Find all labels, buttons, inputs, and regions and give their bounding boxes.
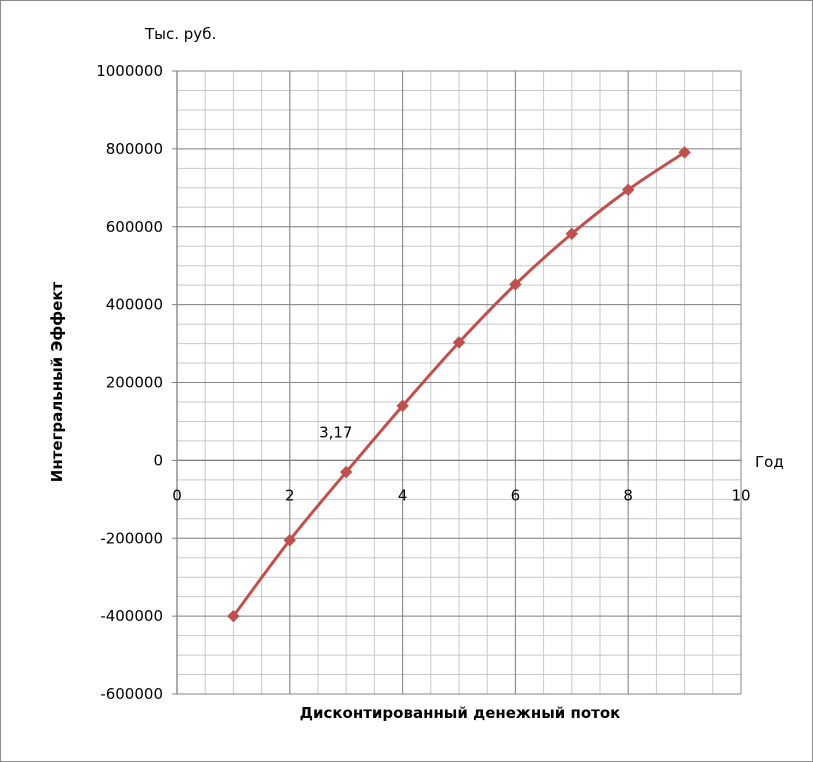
data-point-marker xyxy=(678,146,691,159)
data-point-marker xyxy=(565,227,579,241)
axes xyxy=(172,70,742,695)
y-unit-label: Тыс. руб. xyxy=(144,25,216,43)
data-point-marker xyxy=(396,399,409,413)
data-point-marker xyxy=(509,278,522,291)
x-axis-title: Дисконтированный денежный поток xyxy=(300,704,621,722)
labels-group: 3,17 xyxy=(319,423,352,441)
y-tick-label: -400000 xyxy=(100,607,163,625)
x-tick-label: 0 xyxy=(172,486,182,504)
x-tick-label: 10 xyxy=(731,486,750,504)
data-point-marker xyxy=(283,533,297,547)
y-tick-label: 200000 xyxy=(106,374,163,392)
x-tick-label: 6 xyxy=(511,486,521,504)
series-line xyxy=(232,151,686,618)
y-tick-label: 800000 xyxy=(106,140,163,158)
y-tick-label: -600000 xyxy=(100,685,163,703)
y-tick-label: 0 xyxy=(153,451,163,469)
annotation-label: 3,17 xyxy=(319,423,352,441)
data-point-marker xyxy=(452,336,466,349)
y-tick-label: -200000 xyxy=(100,529,163,547)
x-tick-label: 4 xyxy=(398,486,408,504)
y-tick-label: 400000 xyxy=(106,296,163,314)
data-point-marker xyxy=(339,465,353,479)
y-tick-label: 600000 xyxy=(106,218,163,236)
data-point-marker xyxy=(621,183,635,197)
data-point-marker xyxy=(227,609,240,623)
x-tick-labels: 0 2 4 6 8 10 xyxy=(172,486,750,504)
x-tick-label: 2 xyxy=(285,486,295,504)
y-axis-title: Интегральный Эффект xyxy=(48,281,66,482)
x-axis-end-label: Год xyxy=(755,453,784,471)
y-tick-label: 1000000 xyxy=(96,62,163,80)
y-tick-labels: -600000 -400000 -200000 0 200000 400000 600000… xyxy=(96,62,163,703)
series-group xyxy=(227,146,691,623)
x-tick-label: 8 xyxy=(623,486,633,504)
